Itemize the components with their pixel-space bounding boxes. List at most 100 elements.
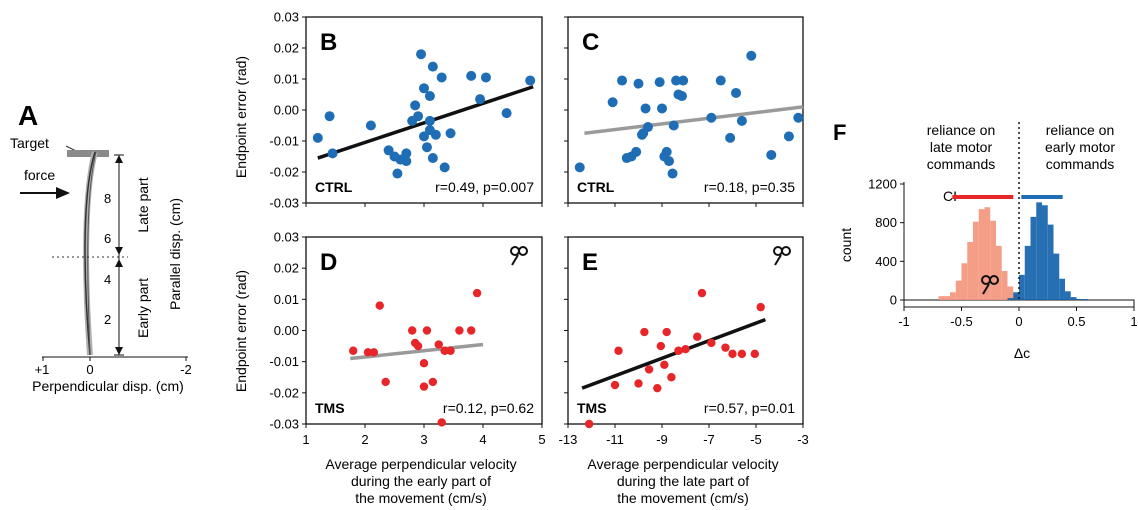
data-point	[440, 346, 449, 355]
y-tick-label: 2	[104, 312, 111, 327]
histogram-bar-tms	[973, 221, 979, 300]
x-tick-label: -5	[750, 432, 762, 447]
y-tick-label: 0.03	[274, 10, 299, 25]
histogram-bar-tms	[955, 280, 962, 300]
plot-frame	[567, 236, 804, 425]
group-label: CTRL	[315, 179, 353, 195]
histogram-bar-tms	[996, 245, 1002, 300]
data-point	[422, 326, 432, 335]
data-point	[756, 302, 765, 312]
histogram-bar-tms	[967, 242, 973, 300]
data-point	[324, 111, 335, 122]
stats-label: r=0.12, p=0.62	[443, 400, 534, 416]
x-tick-label: 5	[538, 432, 545, 447]
y-axis-title-bottom: Endpoint error (rad)	[233, 270, 249, 392]
scatter-panels: -0.03 -0.02 -0.01 0.00 0.01 0.02 0.03 B CTRL r=0.…	[269, 10, 808, 448]
histogram-bar-tms	[950, 292, 956, 300]
data-point	[327, 148, 338, 159]
y-tick-label: 800	[875, 215, 897, 230]
data-point	[668, 120, 679, 131]
data-point	[467, 326, 476, 335]
data-point	[610, 380, 620, 390]
data-point	[671, 75, 682, 86]
data-point	[674, 346, 683, 355]
y-tick-label: 4	[104, 272, 111, 287]
group-label: TMS	[577, 400, 607, 416]
histogram-bar-ctrl	[1019, 274, 1025, 300]
late-arrow-top	[115, 155, 123, 163]
data-point	[363, 348, 373, 357]
count-label: count	[838, 228, 854, 262]
histogram-bar-ctrl	[1007, 298, 1014, 300]
data-point	[644, 365, 654, 374]
x-tick-label: 1	[1130, 314, 1137, 329]
data-point	[584, 419, 594, 429]
panel-c: C CTRL r=0.18, p=0.35	[564, 16, 804, 207]
data-point	[413, 111, 424, 122]
histogram-bar-ctrl	[1042, 205, 1048, 300]
y-tick-label: 0	[890, 293, 897, 308]
histogram-bar-ctrl	[1030, 216, 1037, 300]
x-tick-label: 4	[479, 432, 486, 447]
ci-label: CI	[943, 188, 957, 204]
data-point	[633, 78, 644, 89]
x-axis-title-line: during the early part of	[351, 473, 491, 489]
data-point	[750, 349, 760, 359]
data-point	[419, 83, 429, 94]
tms-coil-icon	[773, 246, 791, 266]
data-point	[436, 72, 447, 83]
late-reliance-line: reliance on	[927, 122, 996, 138]
histogram-bar-ctrl	[1059, 278, 1065, 300]
x-axis-title-line: the movement (cm/s)	[617, 490, 748, 506]
late-arrow-bottom	[115, 247, 123, 255]
panel-a-y-ticks: 2 4 6 8	[104, 191, 111, 327]
data-point	[437, 418, 446, 427]
data-point	[634, 379, 643, 388]
data-point	[681, 345, 690, 354]
y-tick-label: -0.03	[269, 417, 299, 432]
data-point	[466, 70, 477, 81]
data-point	[424, 115, 435, 126]
parallel-disp-label: Parallel disp. (cm)	[167, 198, 183, 310]
x-tick-label: 3	[420, 432, 427, 447]
y-tick-label: 0.01	[274, 72, 299, 87]
data-point	[707, 338, 716, 348]
data-point	[455, 326, 464, 335]
force-label: force	[24, 167, 55, 183]
x-tick-label: -0.5	[950, 314, 972, 329]
data-point	[607, 97, 618, 108]
early-reliance-text: reliance on early motor commands	[1045, 122, 1115, 172]
data-point	[408, 326, 417, 335]
y-tick-label: -0.02	[269, 165, 299, 180]
data-point	[725, 132, 736, 143]
delta-c-label: Δc	[1014, 345, 1030, 361]
data-point	[715, 75, 726, 86]
data-point	[660, 360, 669, 369]
x-tick-label: -9	[656, 432, 668, 447]
y-tick-label: -0.03	[269, 196, 299, 211]
data-point	[664, 156, 675, 167]
y-tick-label: -0.01	[269, 354, 299, 369]
regression-line	[584, 105, 804, 135]
early-reliance-line: commands	[1046, 156, 1114, 172]
data-point	[375, 301, 384, 310]
data-point	[693, 332, 702, 341]
data-point	[392, 168, 403, 179]
data-point	[642, 122, 653, 133]
x-axis-title-line: Average perpendicular velocity	[587, 456, 778, 472]
data-point	[446, 346, 455, 355]
histogram-bar-ctrl	[1013, 292, 1019, 300]
y-axis-title-top: Endpoint error (rad)	[233, 56, 249, 178]
data-point	[434, 340, 443, 349]
target-label: Target	[10, 135, 49, 151]
data-point	[657, 103, 667, 114]
y-tick-label: 8	[104, 191, 111, 206]
histogram-bar-ctrl	[1070, 297, 1077, 300]
x-tick-label: 0	[1015, 314, 1022, 329]
force-arrowhead	[56, 187, 70, 199]
x-tick-label: 1	[302, 432, 309, 447]
data-point	[480, 72, 491, 83]
regression-line	[581, 317, 767, 390]
data-point	[401, 148, 412, 159]
